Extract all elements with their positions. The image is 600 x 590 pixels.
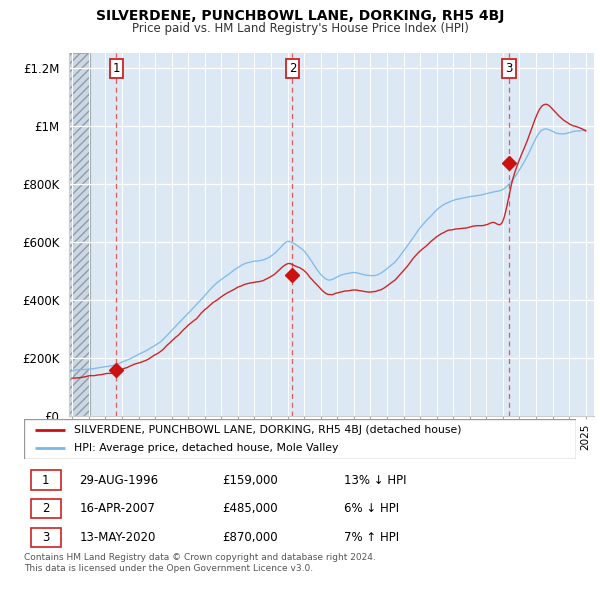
Text: 29-AUG-1996: 29-AUG-1996 bbox=[79, 474, 158, 487]
Text: 1: 1 bbox=[113, 62, 120, 75]
Text: 16-APR-2007: 16-APR-2007 bbox=[79, 502, 155, 515]
Text: 3: 3 bbox=[42, 531, 49, 544]
Text: 1: 1 bbox=[42, 474, 50, 487]
Text: £870,000: £870,000 bbox=[223, 531, 278, 544]
Text: SILVERDENE, PUNCHBOWL LANE, DORKING, RH5 4BJ (detached house): SILVERDENE, PUNCHBOWL LANE, DORKING, RH5… bbox=[74, 425, 461, 435]
FancyBboxPatch shape bbox=[24, 419, 576, 459]
Text: 6% ↓ HPI: 6% ↓ HPI bbox=[344, 502, 399, 515]
Bar bbox=[69, 53, 90, 416]
Text: HPI: Average price, detached house, Mole Valley: HPI: Average price, detached house, Mole… bbox=[74, 443, 338, 453]
Text: £159,000: £159,000 bbox=[223, 474, 278, 487]
Text: 13% ↓ HPI: 13% ↓ HPI bbox=[344, 474, 407, 487]
Bar bbox=[69, 53, 90, 416]
Text: 13-MAY-2020: 13-MAY-2020 bbox=[79, 531, 155, 544]
Text: SILVERDENE, PUNCHBOWL LANE, DORKING, RH5 4BJ: SILVERDENE, PUNCHBOWL LANE, DORKING, RH5… bbox=[96, 9, 504, 23]
FancyBboxPatch shape bbox=[31, 528, 61, 548]
FancyBboxPatch shape bbox=[31, 470, 61, 490]
Text: Contains HM Land Registry data © Crown copyright and database right 2024.
This d: Contains HM Land Registry data © Crown c… bbox=[24, 553, 376, 573]
Text: 2: 2 bbox=[289, 62, 296, 75]
Text: 2: 2 bbox=[42, 502, 50, 515]
FancyBboxPatch shape bbox=[31, 499, 61, 519]
Text: 7% ↑ HPI: 7% ↑ HPI bbox=[344, 531, 399, 544]
Text: Price paid vs. HM Land Registry's House Price Index (HPI): Price paid vs. HM Land Registry's House … bbox=[131, 22, 469, 35]
Text: 3: 3 bbox=[505, 62, 513, 75]
Text: £485,000: £485,000 bbox=[223, 502, 278, 515]
